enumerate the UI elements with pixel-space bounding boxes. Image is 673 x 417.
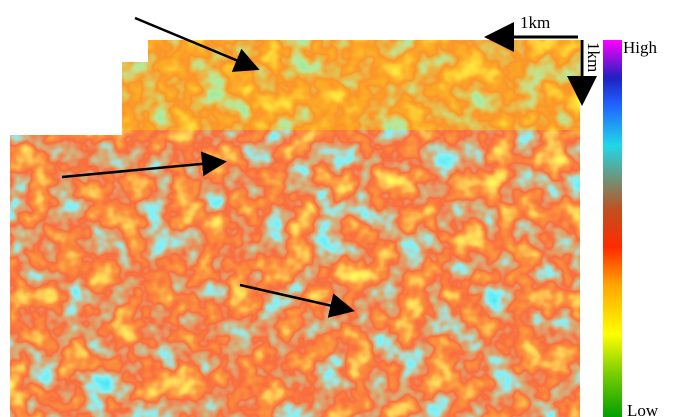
scale-label: 1km — [584, 42, 603, 72]
pointer-arrow — [134, 16, 260, 72]
color-bar — [603, 40, 622, 417]
pointer-arrow — [239, 283, 355, 318]
pointer-arrow — [61, 151, 227, 179]
attribute-map — [10, 40, 580, 417]
legend-high-label: High — [623, 38, 658, 57]
legend-low-label: Low — [627, 401, 659, 417]
scale-label: 1km — [520, 13, 550, 32]
attribute-highlight — [120, 40, 580, 130]
